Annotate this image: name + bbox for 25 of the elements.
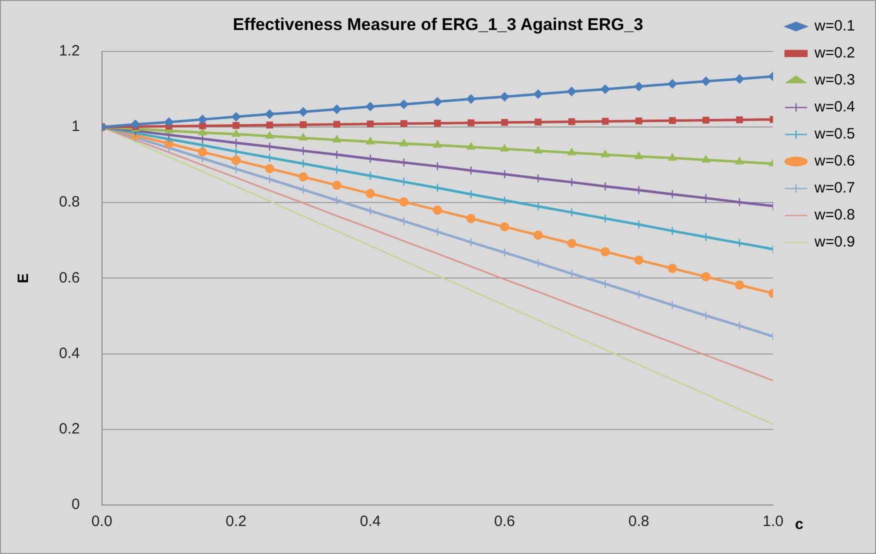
legend-label: w=0.2 bbox=[814, 44, 856, 62]
x-tick-label: 0.4 bbox=[360, 513, 381, 530]
y-tick-label: 0.4 bbox=[58, 344, 80, 362]
legend-label: w=0.7 bbox=[814, 180, 856, 197]
legend-label: w=0.5 bbox=[814, 126, 856, 143]
legend-label: w=0.4 bbox=[814, 98, 856, 116]
y-tick-label: 1 bbox=[72, 118, 80, 136]
x-tick-label: 0.0 bbox=[91, 513, 112, 530]
legend-label: w=0.6 bbox=[814, 152, 856, 170]
x-tick-label: 0.2 bbox=[226, 513, 247, 530]
x-tick-label: 1.0 bbox=[762, 513, 784, 530]
y-axis-title: E bbox=[15, 273, 32, 284]
legend-label: w=0.8 bbox=[814, 206, 856, 224]
y-tick-label: 0.8 bbox=[58, 194, 80, 211]
legend-label: w=0.1 bbox=[814, 18, 856, 35]
y-tick-label: 0.6 bbox=[58, 269, 80, 286]
x-tick-label: 0.6 bbox=[494, 513, 516, 530]
chart-title: Effectiveness Measure of ERG_1_3 Against ERG_3 bbox=[232, 14, 644, 34]
y-tick-label: 0 bbox=[72, 496, 80, 514]
legend-label: w=0.9 bbox=[814, 234, 856, 251]
legend-label: w=0.3 bbox=[814, 72, 856, 89]
y-tick-label: 1.2 bbox=[58, 42, 80, 60]
y-tick-label: 0.2 bbox=[58, 420, 80, 438]
x-axis-title: c bbox=[795, 516, 804, 534]
x-tick-label: 0.8 bbox=[628, 513, 650, 530]
